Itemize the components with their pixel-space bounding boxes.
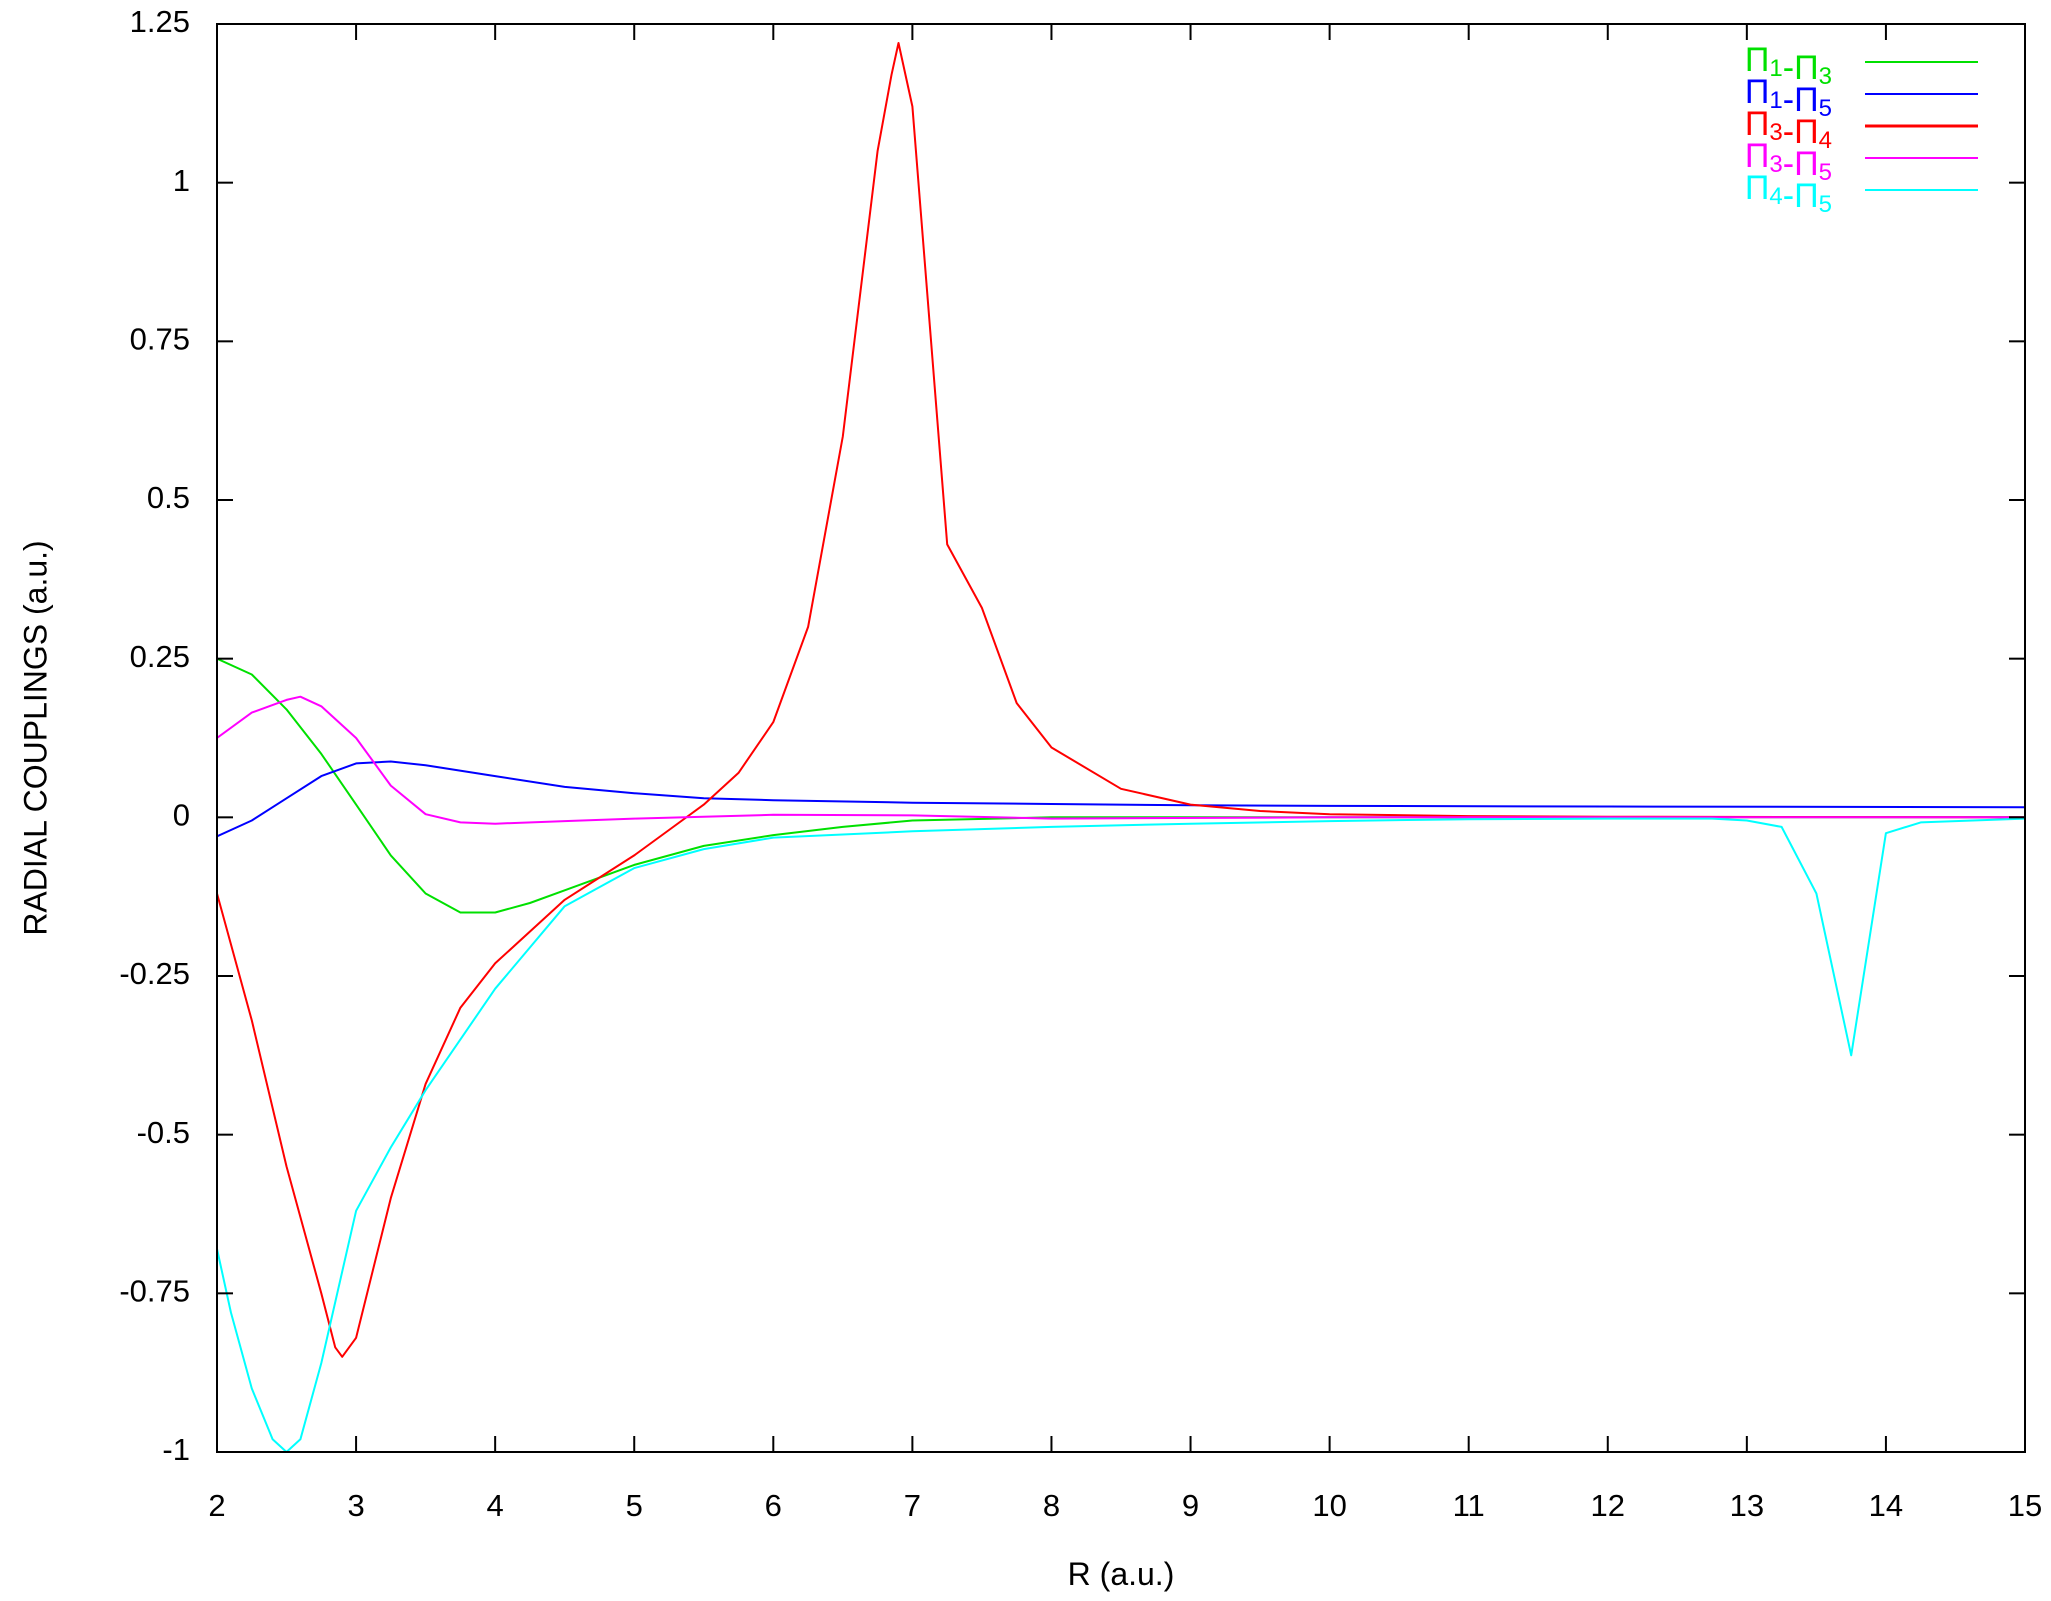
y-tick-label: 0.75 — [130, 322, 190, 357]
series-layer — [217, 42, 2025, 1452]
y-tick-label: -0.5 — [137, 1115, 190, 1150]
legend-symbol: Π — [1745, 137, 1770, 175]
y-tick-label: 1 — [173, 163, 190, 198]
legend-dash: - — [1783, 81, 1794, 119]
legend-dash: - — [1783, 113, 1794, 151]
x-tick-label: 3 — [347, 1488, 364, 1523]
legend-symbol: Π — [1794, 49, 1819, 87]
x-tick-label: 4 — [487, 1488, 504, 1523]
legend-subscript: 1 — [1769, 55, 1782, 82]
legend-dash: - — [1783, 49, 1794, 87]
x-tick-label: 15 — [2008, 1488, 2042, 1523]
legend-label: Π4-Π5 — [1745, 169, 1832, 218]
legend-subscript: 5 — [1819, 191, 1832, 218]
legend-symbol: Π — [1745, 169, 1770, 207]
legend-subscript: 4 — [1769, 183, 1782, 210]
legend-dash: - — [1783, 177, 1794, 215]
legend-symbol: Π — [1745, 105, 1770, 143]
x-tick-label: 2 — [208, 1488, 225, 1523]
x-tick-label: 9 — [1182, 1488, 1199, 1523]
y-tick-label: 0 — [173, 798, 190, 833]
legend-label: Π3-Π5 — [1745, 137, 1832, 186]
series-line-3 — [217, 42, 2025, 1358]
legend-label: Π1-Π5 — [1745, 73, 1832, 122]
y-tick-label: 1.25 — [130, 4, 190, 39]
x-tick-label: 12 — [1591, 1488, 1625, 1523]
legend-subscript: 3 — [1769, 119, 1782, 146]
y-tick-label: -1 — [162, 1432, 190, 1467]
series-line-4 — [217, 695, 2025, 825]
x-tick-label: 6 — [765, 1488, 782, 1523]
x-tick-label: 14 — [1869, 1488, 1903, 1523]
y-tick-label: -0.25 — [119, 956, 190, 991]
legend-symbol: Π — [1794, 81, 1819, 119]
y-axis-title: RADIAL COUPLINGS (a.u.) — [17, 540, 53, 935]
legend-symbol: Π — [1745, 73, 1770, 111]
legend-subscript: 5 — [1819, 159, 1832, 186]
legend-label: Π3-Π4 — [1745, 105, 1832, 154]
legend-subscript: 4 — [1819, 127, 1832, 154]
legend-subscript: 1 — [1769, 87, 1782, 114]
x-tick-label: 10 — [1312, 1488, 1346, 1523]
legend-dash: - — [1783, 145, 1794, 183]
x-tick-label: 11 — [1453, 1488, 1485, 1523]
legend-symbol: Π — [1794, 177, 1819, 215]
legend-symbol: Π — [1745, 41, 1770, 79]
legend-subscript: 3 — [1769, 151, 1782, 178]
ticks-layer — [216, 23, 2026, 1453]
series-line-2 — [217, 760, 2025, 838]
tick-labels-layer: 2 3 4 5 6 7 8 9 10 11 12 13 14 15-1-0.75-0.5-0.2500.2… — [119, 4, 2042, 1523]
y-tick-label: 0.5 — [147, 480, 190, 515]
series-line-5 — [217, 817, 2025, 1452]
legend-label: Π1-Π3 — [1745, 41, 1832, 90]
x-axis-title: R (a.u.) — [1068, 1556, 1175, 1592]
x-tick-label: 13 — [1730, 1488, 1764, 1523]
legend-subscript: 3 — [1819, 63, 1832, 90]
legend-symbol: Π — [1794, 145, 1819, 183]
x-tick-label: 5 — [626, 1488, 643, 1523]
y-tick-label: -0.75 — [119, 1274, 190, 1309]
x-tick-label: 7 — [904, 1488, 921, 1523]
plot-frame — [216, 23, 2026, 1453]
legend-symbol: Π — [1794, 113, 1819, 151]
x-tick-label: 8 — [1043, 1488, 1060, 1523]
y-tick-label: 0.25 — [130, 639, 190, 674]
legend-subscript: 5 — [1819, 95, 1832, 122]
